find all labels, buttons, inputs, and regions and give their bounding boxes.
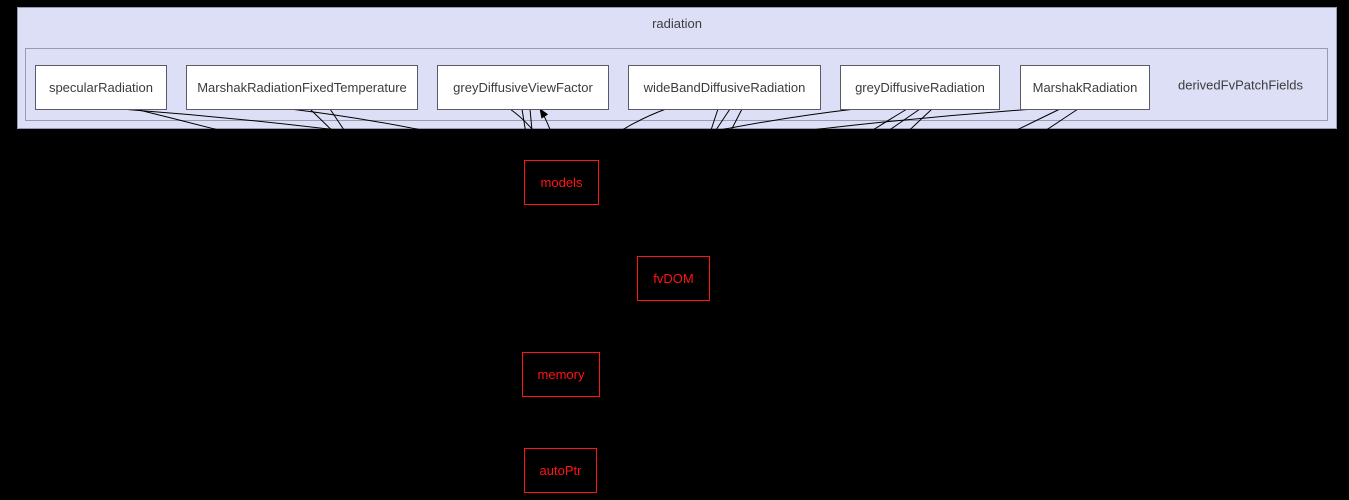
edge-MarshakRadiation-to-memory [598, 109, 1060, 352]
node-label: models [541, 175, 583, 190]
edge-greyDiffusiveRadiation-to-memory [594, 109, 920, 352]
node-fvDOM[interactable]: fvDOM [637, 256, 710, 301]
edge-greyDiffusiveViewFactor-to-memory [522, 109, 558, 352]
node-wideBandDiffusiveRadiation[interactable]: wideBandDiffusiveRadiation [628, 65, 821, 110]
node-MarshakRadiation[interactable]: MarshakRadiation [1020, 65, 1150, 110]
inner-frame-label: derivedFvPatchFields [1178, 77, 1303, 92]
node-label: autoPtr [540, 463, 582, 478]
node-label: greyDiffusiveViewFactor [453, 80, 593, 95]
edge-MarshakRadiationFixedTemperature-to-memory [310, 109, 541, 352]
node-greyDiffusiveViewFactor[interactable]: greyDiffusiveViewFactor [437, 65, 609, 110]
node-label: specularRadiation [49, 80, 153, 95]
edge-greyDiffusiveRadiation-to-fvDOM [696, 109, 907, 256]
node-label: wideBandDiffusiveRadiation [644, 80, 806, 95]
edge-wideBandDiffusiveRadiation-to-memory [580, 109, 730, 352]
edge-MarshakRadiationFixedTemperature-to-autoPtr [330, 109, 544, 448]
node-memory[interactable]: memory [522, 352, 600, 397]
node-label: MarshakRadiationFixedTemperature [197, 80, 407, 95]
node-MarshakRadiationFixedTemperature[interactable]: MarshakRadiationFixedTemperature [186, 65, 418, 110]
node-label: fvDOM [653, 271, 693, 286]
node-greyDiffusiveRadiation[interactable]: greyDiffusiveRadiation [840, 65, 1000, 110]
node-autoPtr[interactable]: autoPtr [524, 448, 597, 493]
node-specularRadiation[interactable]: specularRadiation [35, 65, 167, 110]
node-label: MarshakRadiation [1033, 80, 1138, 95]
node-label: memory [538, 367, 585, 382]
edge-wideBandDiffusiveRadiation-to-fvDOM [675, 109, 718, 256]
node-label: greyDiffusiveRadiation [855, 80, 985, 95]
node-models[interactable]: models [524, 160, 599, 205]
outer-frame-title: radiation [652, 16, 702, 31]
